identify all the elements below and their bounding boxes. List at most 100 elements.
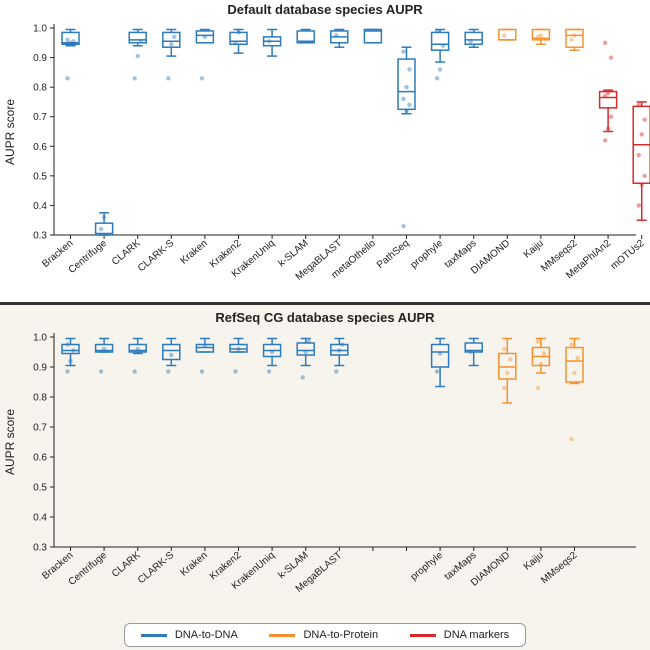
data-point [572, 33, 577, 38]
data-point [437, 67, 443, 72]
y-tick-label: 0.3 [33, 231, 47, 242]
data-point [101, 215, 107, 220]
box-iqr [229, 31, 248, 46]
data-point [508, 357, 513, 362]
data-point [199, 76, 205, 81]
data-point [135, 53, 140, 59]
data-point [437, 351, 443, 356]
y-tick-label: 0.7 [33, 423, 47, 434]
y-tick-label: 0.8 [33, 83, 47, 94]
y-tick-label: 0.4 [33, 201, 47, 212]
data-point [132, 369, 137, 374]
box-iqr [464, 342, 483, 353]
data-point [608, 114, 614, 119]
chart-title: Default database species AUPR [227, 2, 423, 17]
x-tick-label: Centrifuge [67, 238, 110, 276]
data-point [575, 355, 580, 361]
y-tick-label: 0.9 [33, 363, 47, 374]
data-point [340, 342, 345, 347]
legend: DNA-to-DNA DNA-to-Protein DNA markers [124, 623, 526, 647]
legend-item-dna-to-protein: DNA-to-Protein [269, 629, 378, 641]
data-point [434, 76, 440, 81]
y-tick-label: 0.5 [33, 483, 47, 494]
y-tick-label: 0.8 [33, 393, 47, 404]
data-point [572, 370, 577, 376]
box-iqr [531, 28, 551, 41]
data-point [98, 369, 104, 374]
legend-swatch-protein [269, 633, 296, 637]
data-point [199, 369, 205, 374]
data-point [642, 117, 647, 122]
data-point [605, 90, 611, 96]
y-tick-label: 1.0 [33, 24, 47, 35]
y-tick-label: 1.0 [33, 333, 47, 344]
legend-label: DNA markers [443, 629, 510, 641]
data-point [65, 342, 70, 347]
y-tick-label: 0.7 [33, 112, 47, 123]
data-point [169, 42, 174, 47]
data-point [505, 370, 510, 376]
data-point [166, 369, 171, 374]
data-point [334, 33, 339, 38]
y-tick-label: 0.6 [33, 453, 47, 464]
y-axis-label: AUPR score [3, 409, 17, 475]
x-tick-label: PathSeq [375, 238, 411, 271]
data-point [401, 223, 406, 229]
box-iqr [430, 31, 450, 51]
box-iqr [498, 28, 517, 41]
data-point [135, 346, 140, 352]
data-point [172, 34, 177, 40]
data-point [65, 76, 70, 81]
bottom-chart-panel [0, 305, 650, 650]
y-tick-label: 0.3 [33, 543, 47, 554]
x-tick-label: Kaiju [522, 550, 546, 573]
data-point [468, 39, 473, 44]
data-point [68, 40, 73, 45]
data-point [502, 385, 507, 391]
chart-title: RefSeq CG database species AUPR [215, 310, 435, 325]
data-point [300, 375, 305, 380]
box-iqr [61, 343, 80, 355]
data-point [71, 39, 76, 44]
data-point [639, 182, 644, 187]
data-point [101, 346, 107, 352]
box-iqr [296, 342, 315, 356]
x-tick-label: mOTUs2 [609, 238, 647, 272]
data-point [535, 34, 541, 40]
x-tick-label: Kraken [178, 238, 209, 267]
data-point [502, 33, 507, 38]
data-point [569, 342, 574, 347]
data-point [233, 369, 238, 374]
data-point [569, 436, 574, 442]
data-point [602, 93, 608, 99]
data-point [407, 67, 412, 72]
data-point [233, 40, 238, 45]
data-point [401, 96, 406, 102]
data-point [636, 203, 641, 208]
x-tick-label: MMseqs2 [539, 550, 580, 587]
box-iqr [94, 222, 114, 236]
box-iqr [296, 30, 315, 44]
data-point [266, 39, 272, 44]
legend-swatch-markers [409, 633, 436, 637]
data-point [569, 37, 574, 43]
box-iqr [162, 343, 181, 361]
data-point [407, 102, 412, 108]
y-tick-label: 0.5 [33, 171, 47, 182]
x-tick-label: prophyle [409, 550, 446, 583]
box-iqr [598, 90, 618, 109]
box-iqr [94, 343, 114, 353]
data-point [535, 339, 541, 344]
data-point [166, 76, 171, 81]
data-point [440, 43, 446, 48]
box-iqr [430, 343, 450, 368]
data-point [98, 226, 104, 232]
data-point [132, 76, 137, 81]
y-axis-label: AUPR score [3, 99, 17, 165]
data-point [434, 369, 440, 374]
data-point [169, 352, 174, 358]
legend-item-dna-markers: DNA markers [409, 629, 510, 641]
y-tick-label: 0.4 [33, 513, 47, 524]
data-point [303, 349, 308, 355]
